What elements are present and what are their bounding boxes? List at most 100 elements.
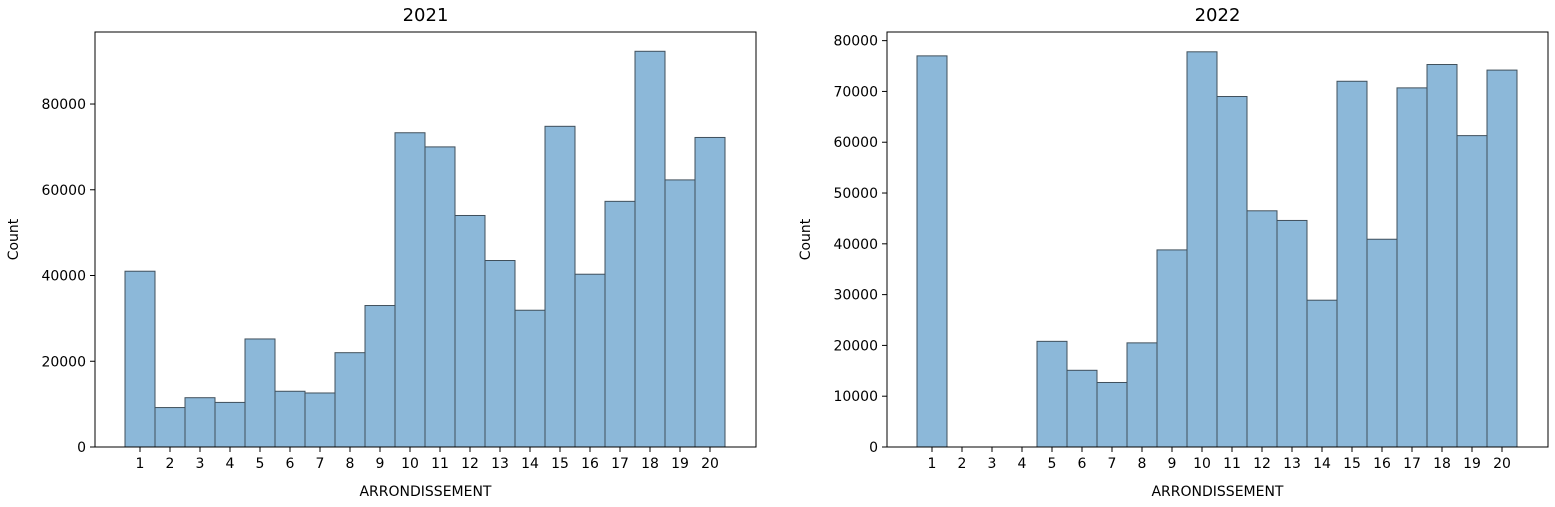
bar-16 (1366, 238, 1398, 448)
x-tick-label: 1 (136, 456, 145, 472)
x-tick-label: 19 (1463, 456, 1481, 472)
y-axis-label: Count (6, 218, 22, 260)
y-tick-label: 20000 (41, 354, 86, 370)
bar-3 (184, 397, 216, 448)
bar-2 (154, 407, 186, 448)
x-tick-label: 11 (1223, 456, 1241, 472)
bar-1 (916, 55, 948, 448)
y-tick-label: 80000 (833, 34, 878, 50)
y-tick-label: 70000 (833, 84, 878, 100)
bar-19 (1456, 135, 1488, 448)
bar-10 (1186, 51, 1218, 448)
x-tick-label: 2 (166, 456, 175, 472)
bar-6 (1066, 369, 1098, 448)
x-tick-label: 17 (1403, 456, 1421, 472)
bar-17 (604, 200, 636, 448)
bar-10 (394, 132, 426, 448)
y-tick-label: 0 (869, 440, 878, 456)
bar-7 (304, 392, 336, 448)
x-axis-label: ARRONDISSEMENT (1151, 484, 1283, 500)
bar-1 (124, 270, 156, 448)
x-tick-label: 11 (431, 456, 449, 472)
bar-16 (574, 273, 606, 448)
bar-13 (1276, 219, 1308, 448)
x-tick-label: 12 (1253, 456, 1271, 472)
bar-5 (1036, 340, 1068, 448)
y-tick-label: 80000 (41, 97, 86, 113)
x-tick-label: 14 (1313, 456, 1331, 472)
bar-15 (1336, 80, 1368, 448)
x-tick-label: 2 (958, 456, 967, 472)
x-tick-label: 14 (521, 456, 539, 472)
bar-11 (1216, 96, 1248, 448)
bar-5 (244, 338, 276, 448)
bar-8 (1126, 342, 1158, 448)
x-tick-label: 15 (551, 456, 569, 472)
bar-15 (544, 125, 576, 448)
bar-4 (214, 401, 246, 448)
x-tick-label: 18 (641, 456, 659, 472)
x-tick-label: 6 (1078, 456, 1087, 472)
x-tick-label: 9 (376, 456, 385, 472)
x-tick-label: 10 (401, 456, 419, 472)
x-tick-label: 7 (316, 456, 325, 472)
x-tick-label: 17 (611, 456, 629, 472)
y-tick-label: 30000 (833, 288, 878, 304)
bar-17 (1396, 87, 1428, 448)
y-tick-label: 50000 (833, 186, 878, 202)
x-tick-label: 16 (581, 456, 599, 472)
x-tick-label: 8 (1138, 456, 1147, 472)
x-tick-label: 13 (1283, 456, 1301, 472)
bar-20 (1486, 69, 1518, 448)
chart-title: 2021 (403, 5, 449, 26)
y-tick-label: 20000 (833, 338, 878, 354)
bar-14 (514, 309, 546, 448)
x-tick-label: 20 (701, 456, 719, 472)
x-tick-label: 3 (196, 456, 205, 472)
x-tick-label: 4 (226, 456, 235, 472)
x-tick-label: 5 (1048, 456, 1057, 472)
x-tick-label: 1 (928, 456, 937, 472)
bar-6 (274, 390, 306, 448)
x-tick-label: 7 (1108, 456, 1117, 472)
x-tick-label: 19 (671, 456, 689, 472)
bar-8 (334, 352, 366, 448)
x-tick-label: 20 (1493, 456, 1511, 472)
x-axis-label: ARRONDISSEMENT (359, 484, 491, 500)
x-tick-label: 5 (256, 456, 265, 472)
bar-12 (454, 214, 486, 448)
y-tick-label: 40000 (833, 237, 878, 253)
y-axis-label: Count (798, 218, 814, 260)
bar-14 (1306, 299, 1338, 448)
y-tick-label: 60000 (833, 135, 878, 151)
x-tick-label: 10 (1193, 456, 1211, 472)
bar-20 (694, 136, 726, 448)
x-tick-label: 12 (461, 456, 479, 472)
bar-18 (1426, 64, 1458, 448)
chart-title: 2022 (1195, 5, 1241, 26)
bar-18 (634, 50, 666, 448)
bar-11 (424, 146, 456, 448)
x-tick-label: 4 (1018, 456, 1027, 472)
y-tick-label: 0 (77, 440, 86, 456)
x-tick-label: 16 (1373, 456, 1391, 472)
bar-13 (484, 260, 516, 448)
bar-7 (1096, 381, 1128, 448)
plot-area (94, 31, 757, 448)
bar-9 (364, 305, 396, 448)
x-tick-label: 18 (1433, 456, 1451, 472)
plot-area (886, 31, 1549, 448)
x-tick-label: 13 (491, 456, 509, 472)
y-tick-label: 10000 (833, 389, 878, 405)
y-tick-label: 40000 (41, 269, 86, 285)
x-tick-label: 3 (988, 456, 997, 472)
bar-12 (1246, 210, 1278, 448)
x-tick-label: 8 (346, 456, 355, 472)
x-tick-label: 6 (286, 456, 295, 472)
bar-9 (1156, 249, 1188, 448)
y-tick-label: 60000 (41, 183, 86, 199)
x-tick-label: 15 (1343, 456, 1361, 472)
